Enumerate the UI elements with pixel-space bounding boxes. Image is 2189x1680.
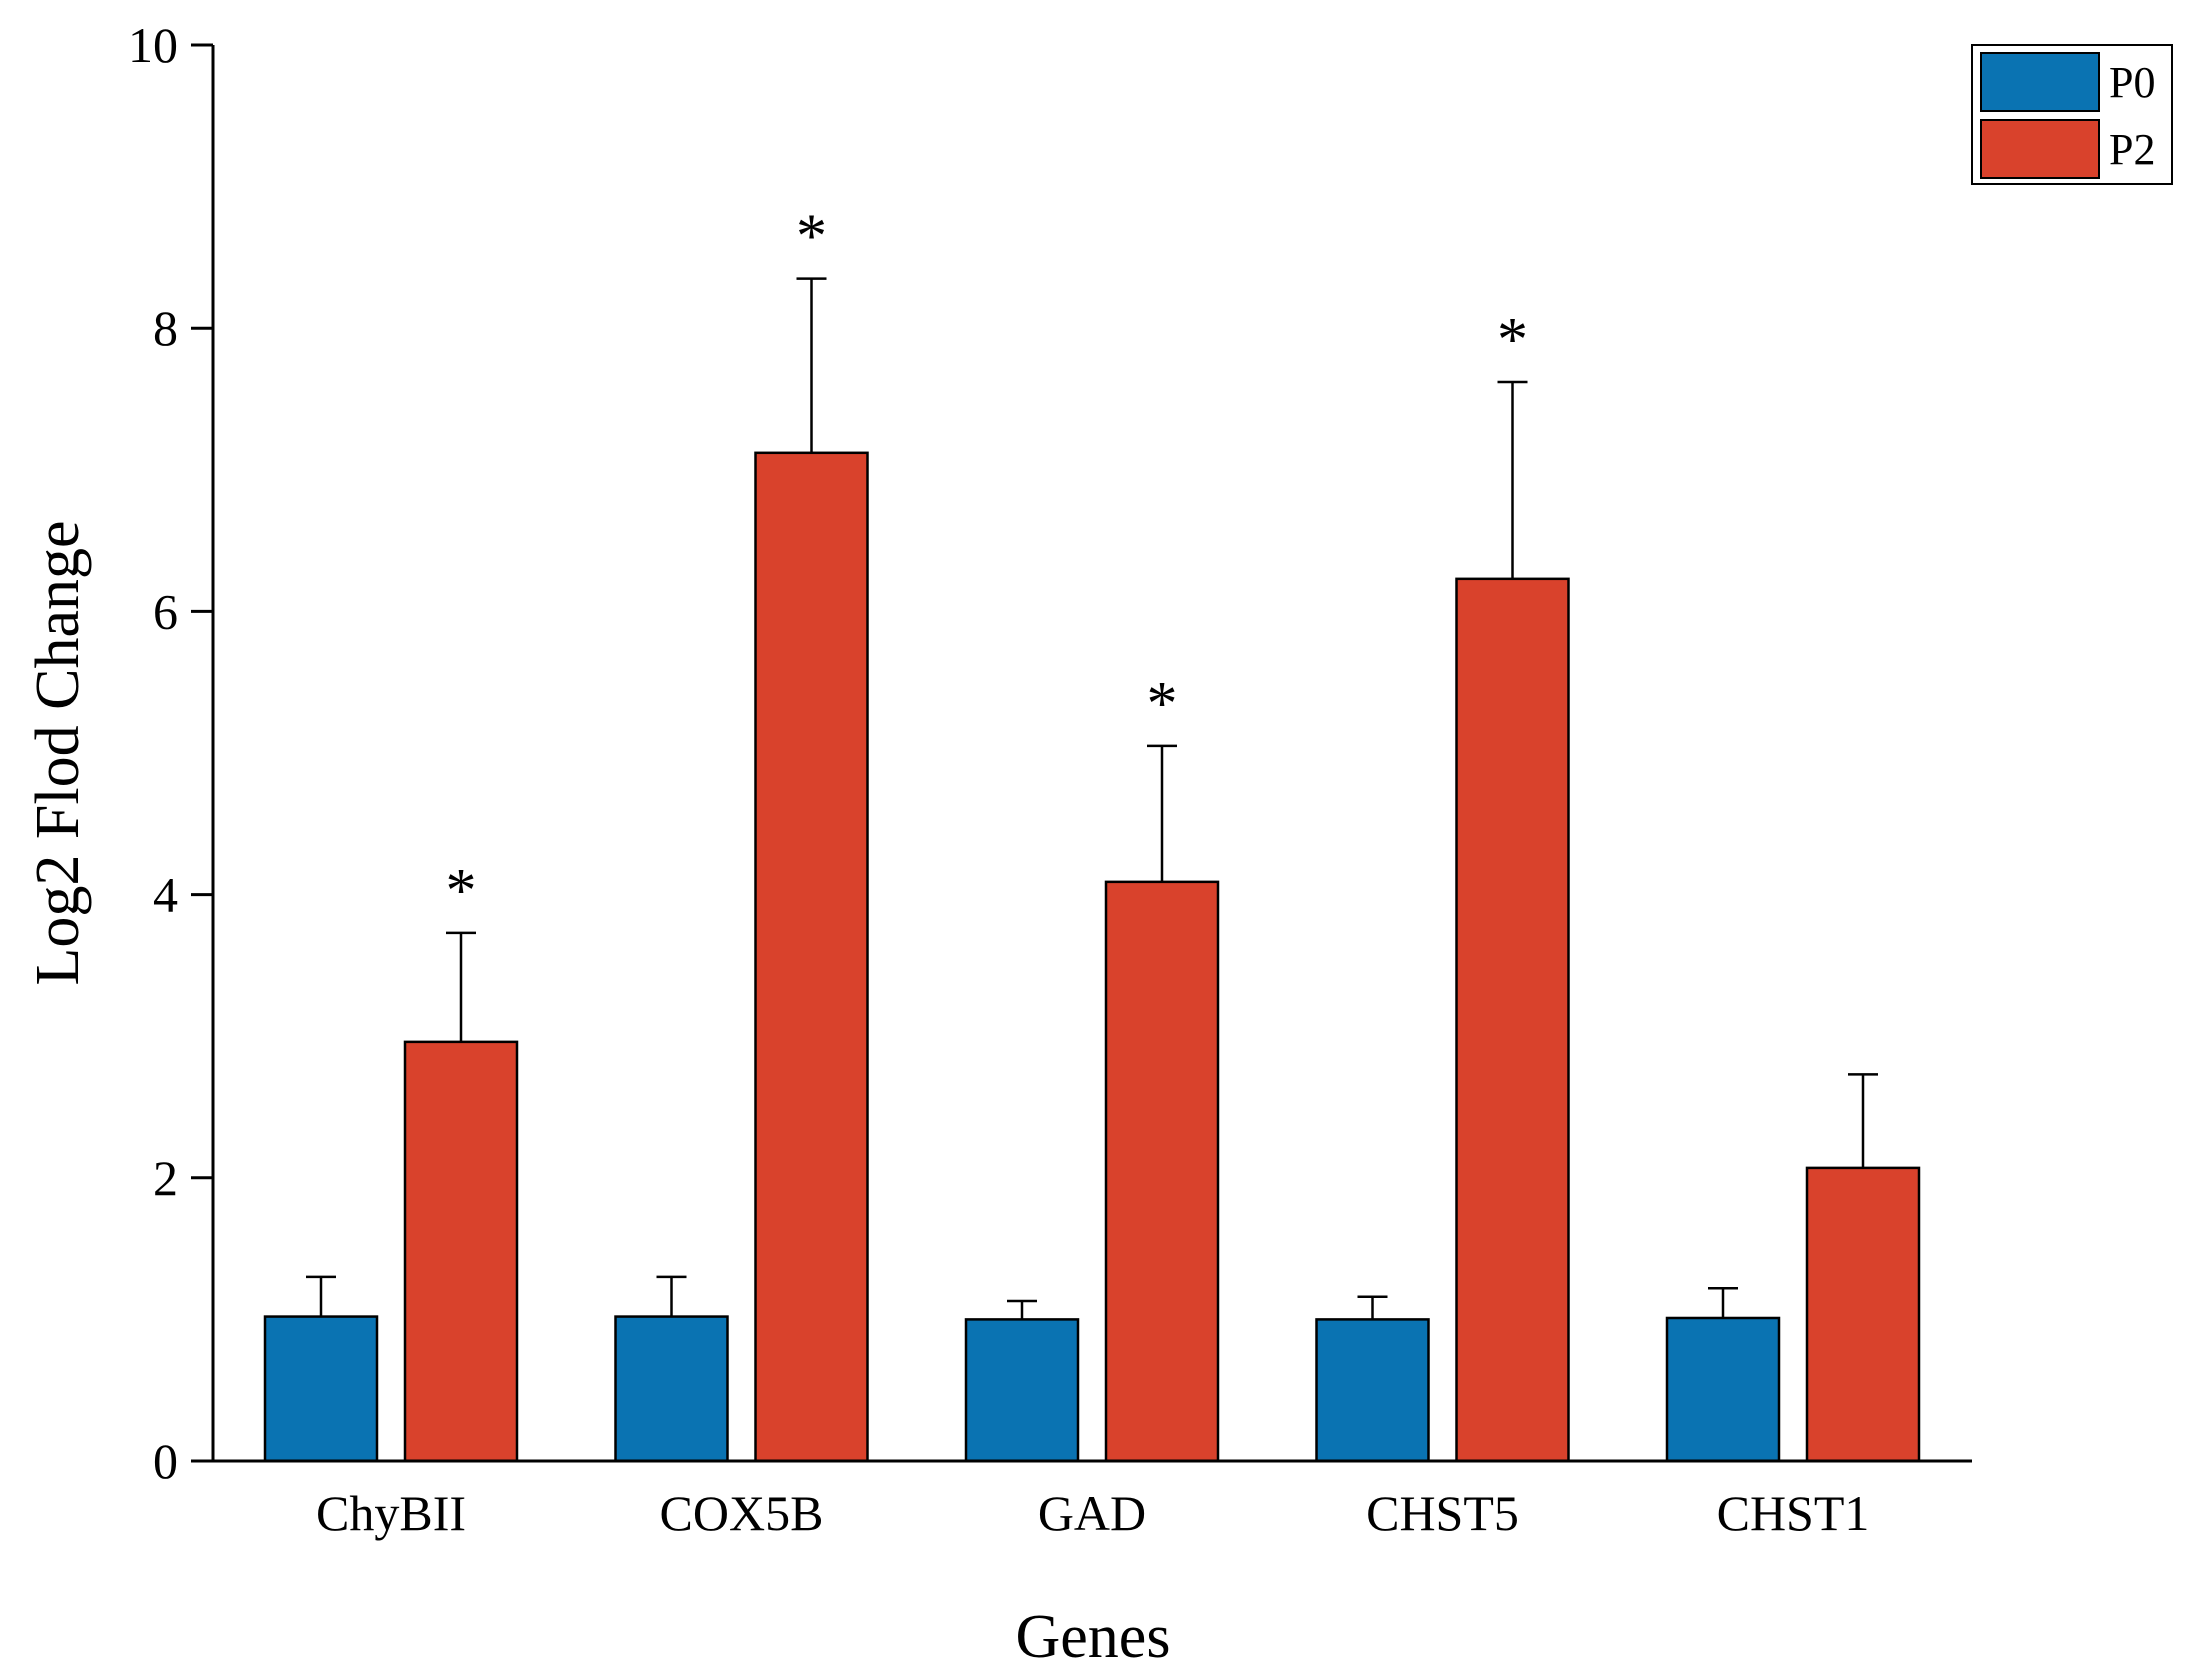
y-tick-label: 6 [153,583,178,639]
error-bars-layer [306,277,1878,1320]
bar-p2-cox5b [754,451,869,1463]
y-tick-label: 0 [153,1433,178,1489]
y-tick-label: 2 [153,1150,178,1206]
legend-label-p0: P0 [2109,58,2155,107]
bar-p0-gad [964,1318,1080,1463]
significance-star: * [796,203,827,271]
x-axis-title: Genes [1016,1603,1171,1671]
x-category-label: CHST5 [1366,1485,1519,1541]
y-tick-label: 4 [153,867,178,923]
legend-label-p2: P2 [2109,125,2155,174]
y-tick-label: 10 [128,17,178,73]
category-labels-layer: ChyBII COX5B GAD CHST5 CHST1 [316,1485,1869,1541]
axes-layer [211,45,1972,1463]
bar-p2-chst5 [1455,577,1570,1463]
y-tick-label: 8 [153,300,178,356]
bar-p2-chst1 [1805,1166,1921,1463]
y-ticks-layer: 0 2 4 6 8 10 [128,17,213,1489]
significance-star: * [1497,306,1528,374]
bar-p0-chybii [263,1315,379,1463]
bar-p2-chybii [403,1040,519,1463]
x-category-label: COX5B [660,1485,824,1541]
legend-swatch-p0 [1980,52,2100,112]
bar-p0-chst1 [1665,1316,1781,1463]
x-category-label: ChyBII [316,1485,466,1541]
bars-layer [263,451,1921,1463]
significance-markers-layer: * * * * [446,203,1529,925]
x-category-label: CHST1 [1717,1485,1870,1541]
bar-p2-gad [1104,880,1220,1463]
bar-p0-chst5 [1315,1318,1430,1463]
bar-p0-cox5b [614,1315,729,1463]
legend-swatch-p2 [1980,119,2100,179]
significance-star: * [1147,670,1178,738]
y-axis-title: Log2 Flod Change [24,521,92,986]
significance-star: * [446,857,477,925]
x-category-label: GAD [1038,1485,1146,1541]
